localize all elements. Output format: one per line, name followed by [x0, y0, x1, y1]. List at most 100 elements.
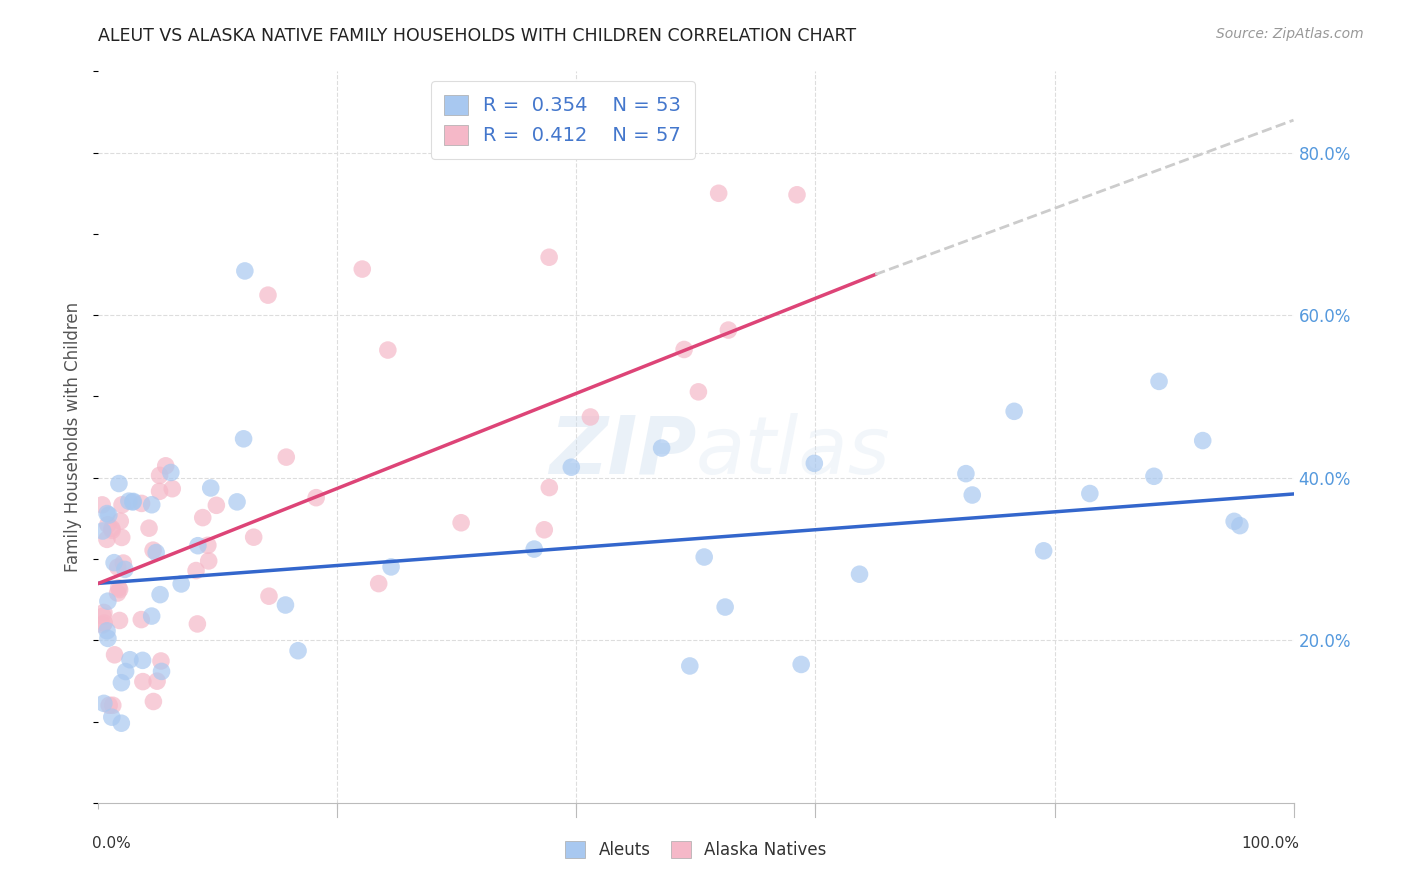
- Point: [146, 674, 169, 689]
- Point: [803, 456, 825, 470]
- Point: [377, 343, 399, 357]
- Legend: Aleuts, Alaska Natives: Aleuts, Alaska Natives: [557, 833, 835, 868]
- Point: [197, 554, 219, 568]
- Point: [155, 458, 177, 473]
- Point: [651, 441, 673, 455]
- Point: [197, 538, 219, 552]
- Point: [107, 581, 129, 595]
- Point: [97, 594, 120, 608]
- Point: [693, 549, 716, 564]
- Point: [108, 582, 131, 597]
- Text: ZIP: ZIP: [548, 413, 696, 491]
- Point: [232, 432, 254, 446]
- Point: [226, 495, 249, 509]
- Point: [673, 343, 696, 357]
- Point: [714, 600, 737, 615]
- Point: [184, 564, 207, 578]
- Point: [118, 494, 141, 508]
- Point: [101, 524, 124, 538]
- Point: [141, 609, 163, 624]
- Point: [114, 665, 136, 679]
- Point: [131, 653, 153, 667]
- Y-axis label: Family Households with Children: Family Households with Children: [65, 302, 83, 572]
- Point: [186, 616, 208, 631]
- Point: [91, 609, 114, 624]
- Text: atlas: atlas: [696, 413, 891, 491]
- Point: [145, 545, 167, 559]
- Point: [97, 508, 120, 522]
- Point: [97, 517, 120, 532]
- Point: [101, 521, 124, 535]
- Point: [110, 514, 132, 528]
- Text: 0.0%: 0.0%: [93, 836, 131, 851]
- Point: [142, 543, 165, 558]
- Point: [187, 539, 209, 553]
- Point: [1078, 486, 1101, 500]
- Point: [257, 589, 280, 603]
- Point: [110, 675, 132, 690]
- Point: [450, 516, 472, 530]
- Point: [91, 618, 114, 632]
- Point: [91, 524, 114, 538]
- Point: [538, 250, 561, 264]
- Point: [98, 698, 121, 713]
- Point: [96, 533, 118, 547]
- Point: [560, 460, 582, 475]
- Point: [579, 409, 602, 424]
- Point: [141, 498, 163, 512]
- Point: [533, 523, 555, 537]
- Text: ALEUT VS ALASKA NATIVE FAMILY HOUSEHOLDS WITH CHILDREN CORRELATION CHART: ALEUT VS ALASKA NATIVE FAMILY HOUSEHOLDS…: [98, 27, 856, 45]
- Point: [101, 698, 124, 713]
- Point: [108, 614, 131, 628]
- Point: [679, 659, 702, 673]
- Point: [162, 482, 184, 496]
- Point: [122, 494, 145, 508]
- Point: [103, 648, 125, 662]
- Point: [276, 450, 298, 464]
- Point: [96, 624, 118, 638]
- Point: [103, 556, 125, 570]
- Point: [1191, 434, 1213, 448]
- Point: [149, 588, 172, 602]
- Point: [274, 598, 297, 612]
- Point: [305, 491, 328, 505]
- Point: [1223, 514, 1246, 528]
- Point: [108, 476, 131, 491]
- Point: [110, 716, 132, 731]
- Point: [170, 577, 193, 591]
- Point: [111, 531, 134, 545]
- Point: [233, 264, 256, 278]
- Point: [538, 481, 561, 495]
- Point: [352, 262, 374, 277]
- Point: [107, 586, 129, 600]
- Point: [1032, 544, 1054, 558]
- Point: [1229, 518, 1251, 533]
- Point: [112, 556, 135, 570]
- Point: [93, 697, 115, 711]
- Point: [114, 562, 136, 576]
- Point: [790, 657, 813, 672]
- Point: [242, 530, 264, 544]
- Point: [200, 481, 222, 495]
- Point: [93, 606, 115, 620]
- Text: 100.0%: 100.0%: [1241, 836, 1299, 851]
- Point: [121, 495, 143, 509]
- Point: [160, 466, 183, 480]
- Point: [129, 613, 152, 627]
- Point: [93, 615, 115, 630]
- Point: [380, 560, 402, 574]
- Point: [149, 654, 172, 668]
- Point: [91, 498, 114, 512]
- Point: [367, 576, 389, 591]
- Point: [960, 488, 983, 502]
- Point: [191, 510, 214, 524]
- Point: [138, 521, 160, 535]
- Point: [1143, 469, 1166, 483]
- Point: [132, 674, 155, 689]
- Point: [955, 467, 977, 481]
- Text: Source: ZipAtlas.com: Source: ZipAtlas.com: [1216, 27, 1364, 41]
- Point: [111, 498, 134, 512]
- Point: [148, 484, 170, 499]
- Point: [688, 384, 710, 399]
- Point: [142, 694, 165, 708]
